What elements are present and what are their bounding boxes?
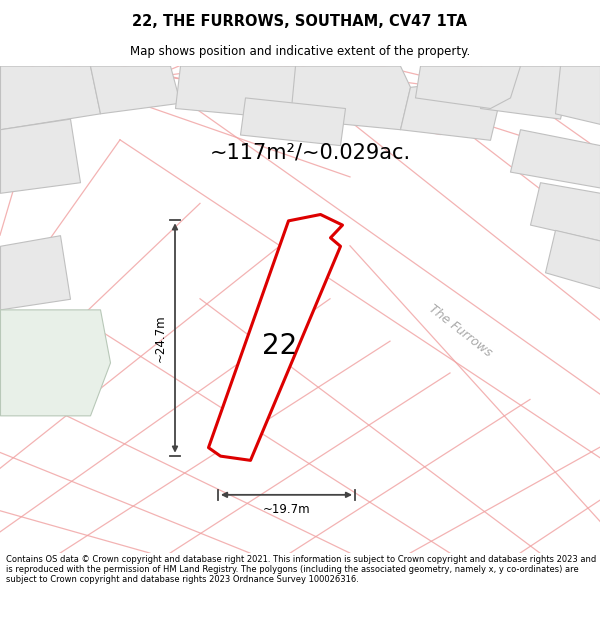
Text: The Furrows: The Furrows xyxy=(426,302,494,359)
Text: ~117m²/~0.029ac.: ~117m²/~0.029ac. xyxy=(209,142,410,162)
Text: Map shows position and indicative extent of the property.: Map shows position and indicative extent… xyxy=(130,44,470,58)
Text: ~19.7m: ~19.7m xyxy=(263,503,310,516)
Text: ~24.7m: ~24.7m xyxy=(154,314,167,362)
Text: Contains OS data © Crown copyright and database right 2021. This information is : Contains OS data © Crown copyright and d… xyxy=(6,554,596,584)
Text: 22, THE FURROWS, SOUTHAM, CV47 1TA: 22, THE FURROWS, SOUTHAM, CV47 1TA xyxy=(133,14,467,29)
Text: 22: 22 xyxy=(262,332,298,361)
